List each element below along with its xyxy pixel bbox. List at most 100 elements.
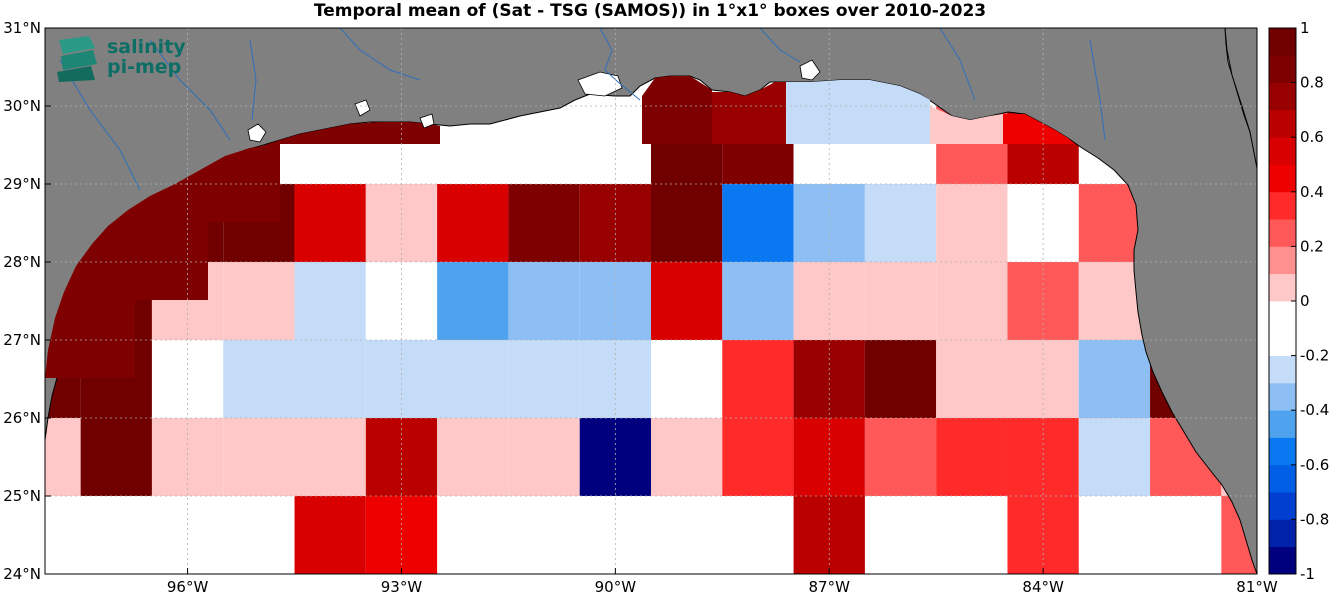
- y-tick-label: 28°N: [3, 253, 41, 271]
- colorbar-tick-label: -0.8: [1300, 510, 1329, 528]
- y-tick-label: 26°N: [3, 409, 41, 427]
- colorbar-swatch: [1269, 382, 1296, 411]
- data-cell: [936, 340, 1008, 418]
- data-cell: [936, 184, 1008, 262]
- data-cell: [651, 184, 723, 262]
- colorbar-tick-label: 0.4: [1300, 183, 1324, 201]
- y-tick-label: 24°N: [3, 565, 41, 583]
- colorbar-swatch: [1269, 82, 1296, 111]
- colorbar-swatch: [1269, 55, 1296, 83]
- colorbar-swatch: [1269, 219, 1296, 247]
- x-tick-label: 93°W: [381, 578, 423, 594]
- data-cell: [294, 496, 366, 574]
- colorbar-swatch: [1269, 519, 1296, 548]
- data-cell: [223, 262, 295, 340]
- river-apalachicola: [939, 27, 976, 101]
- colorbar-tick-label: -0.6: [1300, 456, 1329, 474]
- data-cell: [722, 262, 794, 340]
- y-tick-label: 30°N: [3, 97, 41, 115]
- y-tick-label: 27°N: [3, 331, 41, 349]
- chart-title: Temporal mean of (Sat - TSG (SAMOS)) in …: [313, 1, 987, 21]
- data-cell: [294, 418, 366, 496]
- river-brazos: [59, 59, 141, 191]
- colorbar-tick-label: -0.4: [1300, 401, 1329, 419]
- data-cell: [294, 184, 366, 262]
- colorbar: 1 0.8 0.6 0.4 0.2 0 -0.2 -0.4 -0.6 -0.8 -1: [1268, 19, 1329, 583]
- colorbar-swatch: [1269, 164, 1296, 193]
- colorbar-swatch: [1269, 492, 1296, 520]
- data-cell: [651, 340, 723, 418]
- data-cell: [437, 340, 509, 418]
- data-cell: [1078, 340, 1151, 418]
- data-cell: [508, 184, 580, 262]
- coastal-band-big-bend: [930, 106, 1003, 144]
- data-cell: [722, 418, 794, 496]
- data-cell: [508, 262, 580, 340]
- x-tick-label: 96°W: [167, 578, 209, 594]
- axes-frame: [44, 27, 1258, 575]
- colorbar-swatch: [1269, 273, 1296, 302]
- colorbar-tick-label: 1: [1300, 19, 1310, 37]
- logo-wave-icon: [57, 36, 97, 82]
- colorbar-swatch: [1269, 109, 1296, 138]
- colorbar-swatch: [1269, 246, 1296, 275]
- colorbar-tick-label: -0.2: [1300, 347, 1329, 365]
- colorbar-swatch: [1269, 137, 1296, 165]
- colorbar-swatch: [1269, 410, 1296, 438]
- lakes-layer: [247, 59, 821, 143]
- lake-calcasieu: [354, 99, 371, 117]
- data-cell: [294, 340, 366, 418]
- y-axis-ticks: 24°N 25°N 26°N 27°N 28°N 29°N 30°N 31°N: [3, 19, 51, 583]
- data-cell: [722, 184, 794, 262]
- colorbar-tick-label: 0.6: [1300, 128, 1324, 146]
- rivers-layer: [59, 27, 1106, 191]
- data-cell: [864, 184, 937, 262]
- coastal-overlay: [45, 76, 1075, 378]
- data-cell: [437, 184, 509, 262]
- x-axis-ticks: 96°W 93°W 90°W 87°W 84°W 81°W: [167, 568, 1278, 594]
- x-tick-label: 87°W: [809, 578, 851, 594]
- lake-sabine: [247, 123, 267, 143]
- data-cell: [508, 418, 580, 496]
- mobile-bay: [799, 59, 821, 81]
- y-tick-label: 31°N: [3, 19, 41, 37]
- salinity-pi-mep-logo: salinity pi-mep: [55, 34, 195, 84]
- coastal-band-texas: [45, 140, 280, 378]
- data-cell: [651, 262, 723, 340]
- y-tick-label: 25°N: [3, 487, 41, 505]
- y-tick-label: 29°N: [3, 175, 41, 193]
- colorbar-swatch: [1269, 328, 1296, 356]
- lake-grand: [419, 113, 435, 129]
- data-cell: [80, 418, 152, 496]
- colorbar-swatch: [1269, 355, 1296, 384]
- colorbar-swatch: [1269, 464, 1296, 493]
- river-suwannee: [1089, 39, 1106, 141]
- colorbar-swatch: [1269, 546, 1296, 575]
- lake-pontchartrain: [577, 71, 623, 97]
- data-cell: [223, 340, 295, 418]
- x-tick-label: 90°W: [595, 578, 637, 594]
- river-red: [339, 27, 421, 81]
- colorbar-tick-label: 0.2: [1300, 237, 1324, 255]
- logo-line-2: pi-mep: [107, 56, 182, 78]
- data-cell: [651, 418, 723, 496]
- data-cell: [223, 418, 295, 496]
- colorbar-swatch: [1269, 28, 1296, 56]
- colorbar-tick-label: -1: [1300, 565, 1315, 583]
- river-alabama: [759, 27, 801, 63]
- data-cell: [294, 262, 366, 340]
- x-tick-label: 84°W: [1022, 578, 1064, 594]
- data-cell: [864, 340, 937, 418]
- data-cell: [864, 262, 937, 340]
- coastal-band-mississippi: [642, 76, 712, 144]
- river-mississippi: [599, 27, 641, 101]
- colorbar-swatch: [1269, 437, 1296, 466]
- river-sabine: [249, 39, 257, 121]
- colorbar-swatch: [1269, 301, 1296, 329]
- data-cell: [936, 418, 1008, 496]
- coastal-band-louisiana: [280, 122, 440, 144]
- logo-line-1: salinity: [107, 36, 186, 58]
- colorbar-swatch: [1269, 191, 1296, 220]
- river-trinity: [149, 39, 231, 141]
